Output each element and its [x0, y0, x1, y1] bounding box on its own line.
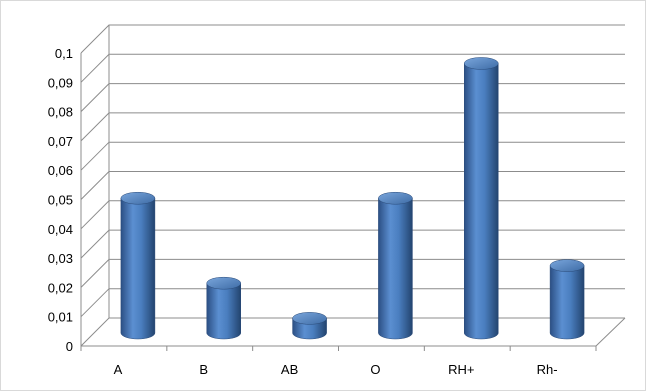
bar-AB	[292, 312, 327, 340]
gridlines	[80, 24, 626, 351]
bar-body	[378, 197, 413, 340]
gridline	[80, 83, 625, 112]
x-category-label: B	[199, 362, 208, 377]
gridline	[80, 229, 625, 259]
y-tick-label: 0,03	[48, 251, 73, 266]
x-category-label: RH+	[448, 362, 474, 377]
y-tick-label: 0,05	[48, 193, 73, 208]
gridline	[80, 53, 625, 83]
bar-cap	[464, 57, 499, 70]
gridline	[80, 112, 625, 142]
bar-body	[464, 63, 499, 340]
floor-edge	[81, 317, 626, 347]
bar-O	[378, 191, 413, 340]
y-tick-label: 0,06	[48, 163, 73, 178]
bar-cap	[292, 312, 327, 325]
bar-cap	[120, 191, 156, 205]
y-axis-tick-labels: 0 0,01 0,02 0,03 0,04 0,05 0,06 0,07 0,08 0,09 0,1	[48, 46, 73, 354]
bar-RH+	[464, 57, 499, 340]
gridline	[80, 24, 625, 54]
bar-B	[206, 276, 241, 340]
bar-cap	[549, 259, 585, 272]
y-tick-label: 0,02	[48, 280, 73, 295]
bar-body	[549, 265, 585, 340]
bar-cap	[206, 276, 241, 290]
x-category-label: A	[114, 362, 123, 377]
gridline	[80, 288, 625, 318]
x-category-label: Rh-	[537, 362, 558, 377]
bar-Rh-	[549, 259, 585, 340]
y-tick-label: 0,04	[48, 222, 73, 237]
x-category-label: AB	[281, 362, 298, 377]
gridline	[80, 317, 625, 347]
y-tick-label: 0,1	[55, 46, 73, 61]
bar-A	[120, 191, 156, 340]
gridline	[80, 171, 625, 200]
x-category-label: O	[370, 362, 380, 377]
bars	[120, 57, 585, 340]
bar-body	[206, 282, 241, 340]
y-tick-label: 0,01	[48, 310, 73, 325]
gridline	[80, 258, 625, 288]
gridline	[80, 200, 625, 230]
y-tick-label: 0,07	[48, 134, 73, 149]
x-axis-category-labels: A B AB O RH+ Rh-	[114, 362, 558, 377]
y-tick-label: 0,09	[48, 75, 73, 90]
y-tick-label: 0,08	[48, 105, 73, 120]
gridline	[80, 141, 625, 171]
y-tick-label: 0	[66, 339, 73, 354]
bar-body	[120, 197, 156, 340]
bar-cap	[378, 191, 413, 205]
